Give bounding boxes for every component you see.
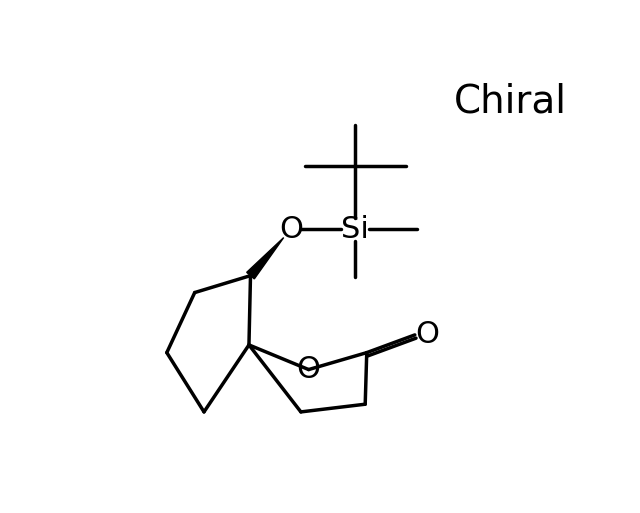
- Text: O: O: [415, 321, 439, 349]
- Text: O: O: [279, 215, 303, 244]
- Text: Si: Si: [341, 215, 369, 244]
- Text: Chiral: Chiral: [454, 83, 566, 121]
- Polygon shape: [246, 238, 284, 279]
- Text: O: O: [296, 355, 321, 384]
